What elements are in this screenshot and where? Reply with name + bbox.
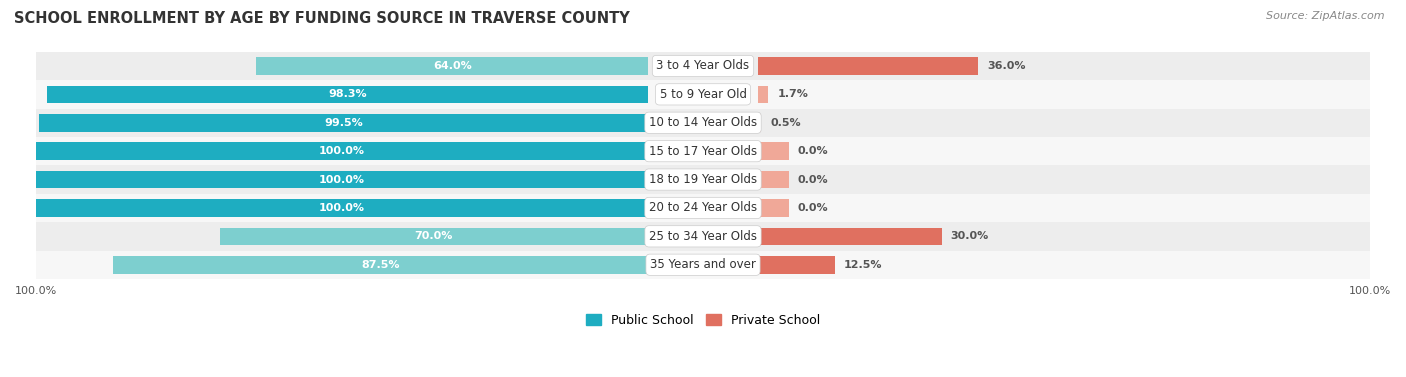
- Bar: [758, 114, 761, 132]
- Text: 10 to 14 Year Olds: 10 to 14 Year Olds: [650, 116, 756, 129]
- Bar: [37, 109, 1369, 137]
- Bar: [37, 137, 1369, 166]
- Text: 20 to 24 Year Olds: 20 to 24 Year Olds: [650, 201, 756, 215]
- Legend: Public School, Private School: Public School, Private School: [586, 314, 820, 327]
- Bar: [758, 199, 789, 217]
- Text: 0.0%: 0.0%: [797, 146, 828, 156]
- Bar: [112, 256, 648, 274]
- Bar: [758, 86, 769, 103]
- Text: SCHOOL ENROLLMENT BY AGE BY FUNDING SOURCE IN TRAVERSE COUNTY: SCHOOL ENROLLMENT BY AGE BY FUNDING SOUR…: [14, 11, 630, 26]
- Text: 36.0%: 36.0%: [987, 61, 1026, 71]
- Text: 0.0%: 0.0%: [797, 175, 828, 185]
- Text: 0.5%: 0.5%: [770, 118, 801, 128]
- Bar: [37, 222, 1369, 251]
- Bar: [758, 228, 942, 245]
- Text: 5 to 9 Year Old: 5 to 9 Year Old: [659, 88, 747, 101]
- Text: 98.3%: 98.3%: [328, 89, 367, 100]
- Text: 1.7%: 1.7%: [778, 89, 808, 100]
- Bar: [256, 57, 648, 75]
- Text: 18 to 19 Year Olds: 18 to 19 Year Olds: [650, 173, 756, 186]
- Text: 87.5%: 87.5%: [361, 260, 399, 270]
- Text: 64.0%: 64.0%: [433, 61, 471, 71]
- Text: 99.5%: 99.5%: [325, 118, 363, 128]
- Bar: [39, 114, 648, 132]
- Bar: [37, 143, 648, 160]
- Bar: [758, 57, 979, 75]
- Bar: [37, 171, 648, 188]
- Bar: [758, 256, 835, 274]
- Bar: [37, 251, 1369, 279]
- Text: 25 to 34 Year Olds: 25 to 34 Year Olds: [650, 230, 756, 243]
- Text: 35 Years and over: 35 Years and over: [650, 258, 756, 271]
- Text: 0.0%: 0.0%: [797, 203, 828, 213]
- Text: 3 to 4 Year Olds: 3 to 4 Year Olds: [657, 60, 749, 72]
- Bar: [758, 143, 789, 160]
- Text: 100.0%: 100.0%: [319, 146, 366, 156]
- Text: 30.0%: 30.0%: [950, 231, 988, 241]
- Bar: [37, 194, 1369, 222]
- Bar: [758, 171, 789, 188]
- Bar: [46, 86, 648, 103]
- Bar: [37, 52, 1369, 80]
- Bar: [37, 80, 1369, 109]
- Text: 12.5%: 12.5%: [844, 260, 882, 270]
- Text: 100.0%: 100.0%: [319, 175, 366, 185]
- Text: 100.0%: 100.0%: [319, 203, 366, 213]
- Text: 15 to 17 Year Olds: 15 to 17 Year Olds: [650, 145, 756, 158]
- Bar: [37, 199, 648, 217]
- Bar: [37, 166, 1369, 194]
- Text: 70.0%: 70.0%: [415, 231, 453, 241]
- Bar: [219, 228, 648, 245]
- Text: Source: ZipAtlas.com: Source: ZipAtlas.com: [1267, 11, 1385, 21]
